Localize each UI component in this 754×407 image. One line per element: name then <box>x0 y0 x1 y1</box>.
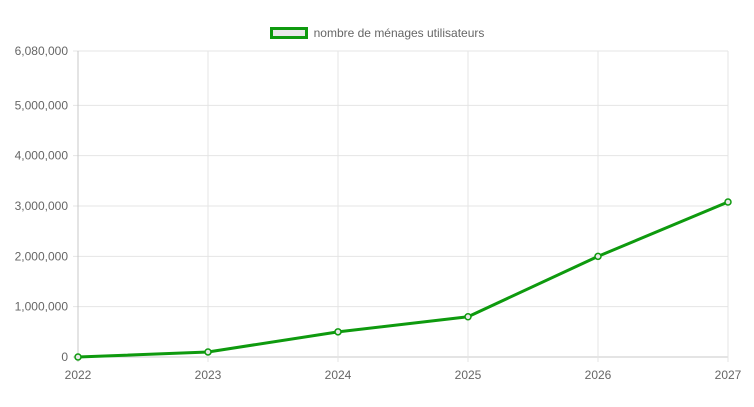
y-tick-label: 1,000,000 <box>15 300 69 314</box>
data-point <box>74 353 82 361</box>
data-point <box>594 252 602 261</box>
series-line <box>76 200 730 359</box>
x-tick-label: 2025 <box>455 368 482 382</box>
data-point <box>204 348 212 356</box>
legend-swatch <box>269 27 308 39</box>
y-tick-label: 3,000,000 <box>15 199 69 213</box>
x-tick-label: 2027 <box>715 368 742 382</box>
y-tick-label: 4,000,000 <box>15 149 69 163</box>
data-point <box>334 328 342 336</box>
y-tick-label: 5,000,000 <box>15 98 69 112</box>
y-tick-label: 2,000,000 <box>15 249 69 263</box>
y-tick-label: 6,080,000 <box>15 44 69 58</box>
y-tick-label: 0 <box>61 350 68 364</box>
x-tick-label: 2024 <box>325 368 352 382</box>
chart-legend[interactable]: nombre de ménages utilisateurs <box>0 26 754 40</box>
x-tick-label: 2026 <box>585 368 612 382</box>
data-point <box>724 198 732 206</box>
x-tick-label: 2022 <box>65 368 92 382</box>
x-tick-label: 2023 <box>195 368 222 382</box>
legend-label: nombre de ménages utilisateurs <box>313 26 485 40</box>
data-point <box>464 312 472 321</box>
